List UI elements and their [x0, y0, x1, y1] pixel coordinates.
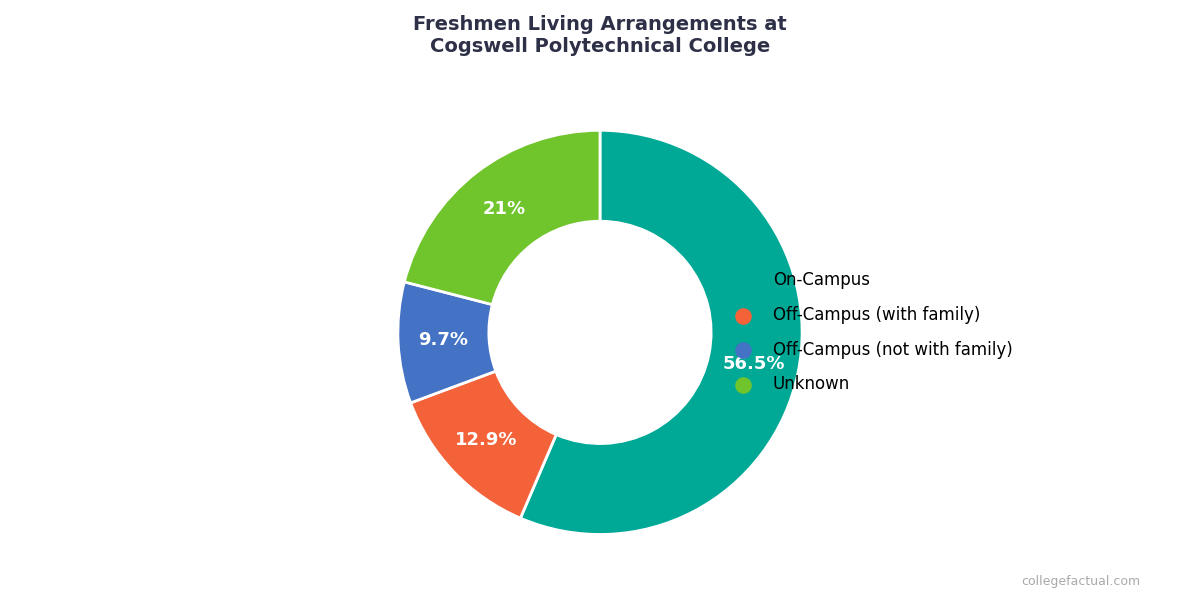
Text: collegefactual.com: collegefactual.com: [1021, 575, 1140, 588]
Text: 56.5%: 56.5%: [722, 355, 785, 373]
Wedge shape: [521, 130, 802, 535]
Wedge shape: [398, 282, 496, 403]
Legend: On-Campus, Off-Campus (with family), Off-Campus (not with family), Unknown: On-Campus, Off-Campus (with family), Off…: [720, 265, 1019, 400]
Wedge shape: [410, 371, 557, 518]
Title: Freshmen Living Arrangements at
Cogswell Polytechnical College: Freshmen Living Arrangements at Cogswell…: [413, 15, 787, 56]
Text: 9.7%: 9.7%: [419, 331, 468, 349]
Text: 21%: 21%: [482, 200, 526, 218]
Text: 12.9%: 12.9%: [455, 431, 518, 449]
Wedge shape: [404, 130, 600, 305]
